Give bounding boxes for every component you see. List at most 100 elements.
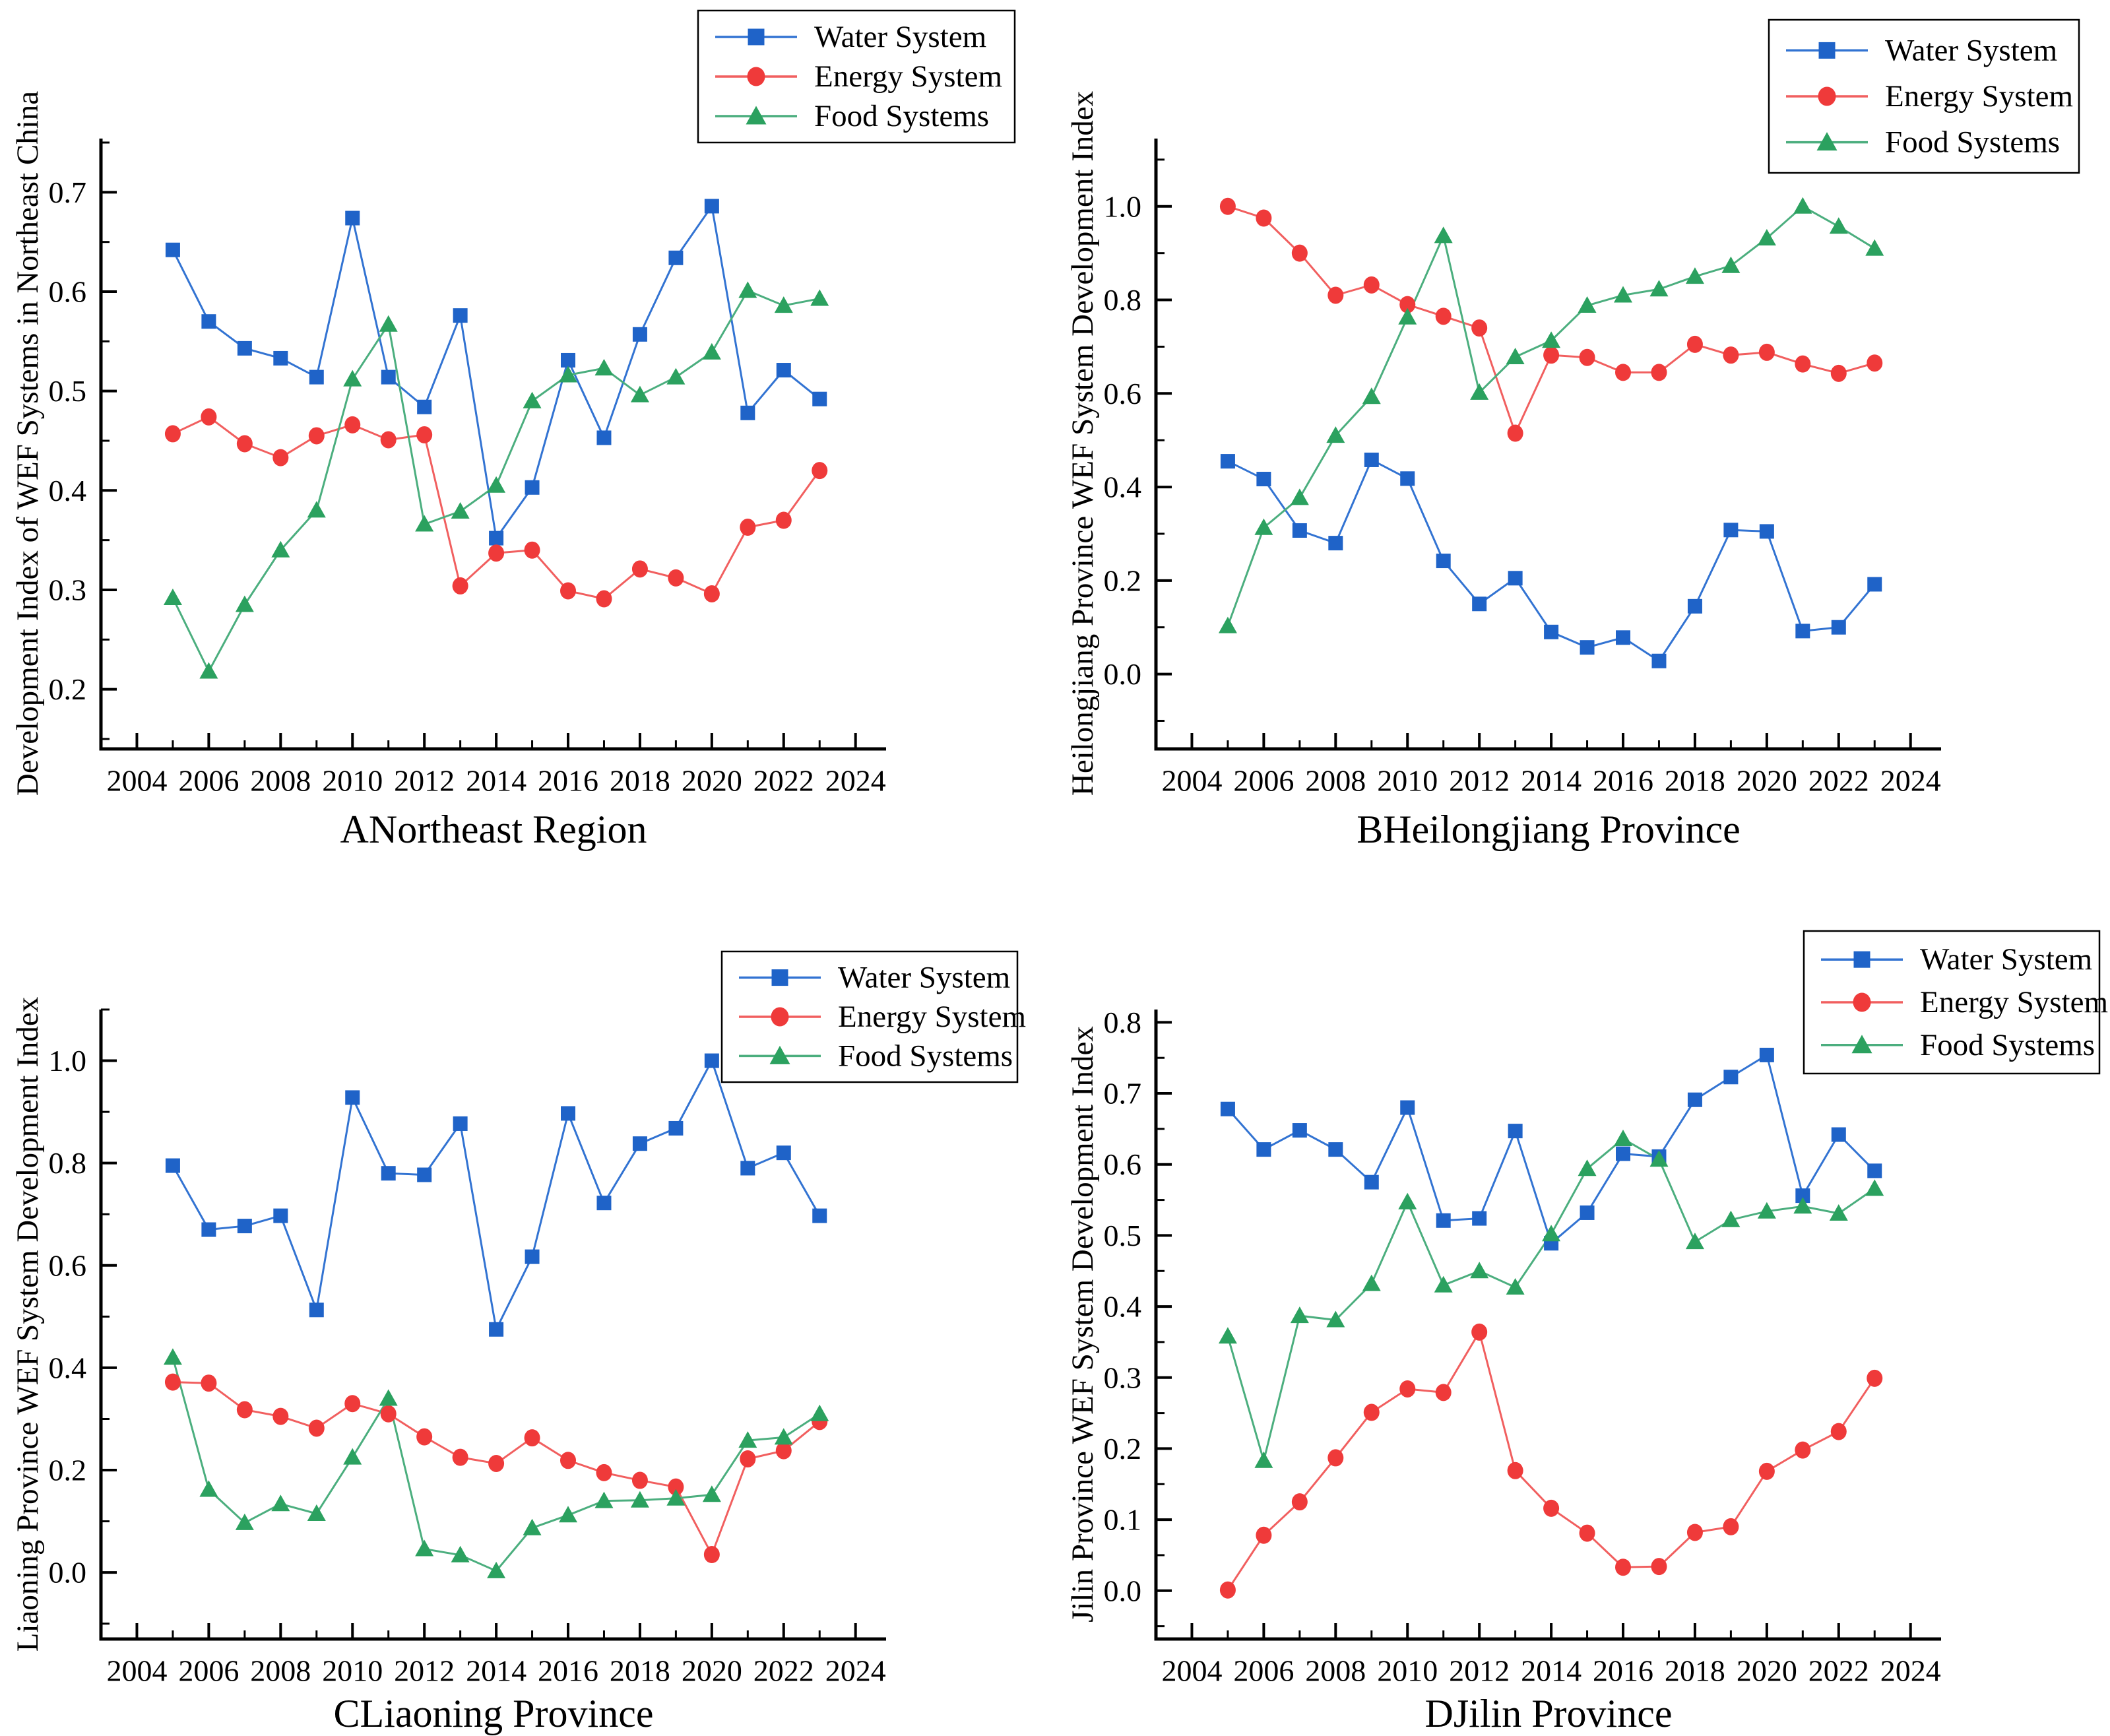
subplot-b-caption: BHeilongjiang Province bbox=[1357, 808, 1741, 851]
energy-marker bbox=[596, 1463, 612, 1481]
subplot-b-y-axis-title: Heilongjiang Province WEF System Develop… bbox=[1066, 90, 1100, 796]
x-axis-tick-label: 2014 bbox=[466, 1654, 527, 1688]
y-axis-tick-label: 0.5 bbox=[49, 374, 87, 408]
water-marker bbox=[1508, 571, 1523, 586]
y-axis-tick-label: 0.1 bbox=[1104, 1503, 1142, 1537]
x-axis-tick-label: 2010 bbox=[322, 764, 383, 798]
food-marker bbox=[307, 1504, 326, 1521]
energy-marker bbox=[1853, 992, 1871, 1012]
energy-marker bbox=[631, 1471, 648, 1489]
x-axis-tick-label: 2012 bbox=[1449, 764, 1510, 798]
energy-marker bbox=[1758, 343, 1775, 361]
water-marker bbox=[489, 1322, 504, 1337]
water-marker bbox=[345, 210, 360, 226]
energy-marker bbox=[164, 1373, 181, 1391]
y-axis-tick-label: 0.8 bbox=[1104, 283, 1142, 317]
x-axis-tick-label: 2018 bbox=[610, 1654, 670, 1688]
series-energy-markers bbox=[1219, 197, 1883, 442]
water-marker bbox=[740, 405, 755, 420]
x-axis-tick-label: 2012 bbox=[1449, 1654, 1510, 1688]
food-marker bbox=[738, 1431, 757, 1448]
energy-marker bbox=[631, 560, 648, 578]
x-axis-tick-label: 2014 bbox=[1521, 764, 1582, 798]
water-marker bbox=[453, 308, 468, 323]
y-axis-tick-label: 0.7 bbox=[49, 176, 87, 209]
water-marker bbox=[1723, 1070, 1739, 1085]
food-marker bbox=[163, 1348, 182, 1365]
energy-marker bbox=[1795, 355, 1811, 373]
series-food-markers bbox=[163, 281, 829, 679]
y-axis-tick-label: 0.4 bbox=[49, 474, 87, 507]
legend: Water System Energy System Food Systems bbox=[1803, 930, 2108, 1075]
water-marker bbox=[632, 327, 647, 342]
food-marker bbox=[702, 342, 721, 360]
energy-marker bbox=[1651, 1558, 1667, 1576]
water-marker bbox=[309, 370, 324, 385]
water-marker bbox=[1616, 1146, 1631, 1161]
food-marker bbox=[199, 662, 218, 679]
food-marker bbox=[1685, 267, 1704, 284]
water-marker bbox=[1436, 1213, 1451, 1228]
subplot-c-y-axis-title: Liaoning Province WEF System Development… bbox=[11, 996, 45, 1652]
food-marker bbox=[1793, 1197, 1812, 1214]
energy-marker bbox=[1543, 1499, 1560, 1517]
x-axis-tick-label: 2020 bbox=[682, 1654, 742, 1688]
legend-water-label: Water System bbox=[1885, 33, 2057, 67]
x-axis-tick-label: 2016 bbox=[1593, 1654, 1653, 1688]
energy-marker bbox=[308, 1419, 325, 1437]
x-axis-tick-label: 2006 bbox=[1233, 1654, 1294, 1688]
energy-marker bbox=[1830, 364, 1847, 382]
water-marker bbox=[1723, 523, 1739, 538]
series-food-markers bbox=[1218, 197, 1884, 633]
series-water-markers bbox=[1220, 1047, 1882, 1251]
food-marker bbox=[1865, 239, 1884, 256]
water-marker bbox=[1400, 1100, 1415, 1115]
energy-marker bbox=[812, 462, 828, 480]
food-marker bbox=[1721, 1210, 1741, 1227]
energy-marker bbox=[1399, 296, 1416, 313]
energy-marker bbox=[272, 1407, 289, 1425]
energy-marker bbox=[747, 67, 765, 86]
water-marker bbox=[561, 352, 576, 368]
x-axis-tick-label: 2008 bbox=[250, 1654, 311, 1688]
water-marker bbox=[201, 1222, 216, 1237]
energy-marker bbox=[1723, 346, 1739, 364]
food-marker bbox=[1326, 426, 1345, 443]
subplot-d-chart: 2004 2006 2008 2010 2012 2014 2016 2018 2020 2022… bbox=[1104, 930, 2108, 1688]
series-water-markers bbox=[165, 1053, 827, 1337]
energy-marker bbox=[703, 585, 720, 602]
energy-marker bbox=[560, 582, 577, 600]
energy-marker bbox=[1435, 307, 1452, 325]
energy-marker bbox=[1291, 1493, 1308, 1511]
subplot-a-caption: ANortheast Region bbox=[340, 808, 647, 851]
food-marker bbox=[559, 366, 578, 383]
energy-marker bbox=[1686, 1524, 1703, 1541]
x-axis-tick-label: 2022 bbox=[753, 1654, 814, 1688]
food-marker bbox=[1649, 280, 1669, 297]
food-marker bbox=[1614, 286, 1633, 303]
subplot-c-liaoning-province: 2004 2006 2008 2010 2012 2014 2016 2018 2020 2022… bbox=[0, 868, 1055, 1736]
legend-food-label: Food Systems bbox=[814, 99, 989, 133]
energy-marker bbox=[416, 426, 433, 443]
food-marker bbox=[769, 1045, 790, 1064]
water-marker bbox=[1831, 1127, 1846, 1142]
food-marker bbox=[1218, 1327, 1237, 1344]
y-axis-tick-label: 0.0 bbox=[1104, 657, 1142, 691]
water-marker bbox=[704, 199, 719, 214]
food-marker bbox=[199, 1480, 218, 1497]
food-marker bbox=[1614, 1129, 1633, 1146]
energy-marker bbox=[1723, 1518, 1739, 1535]
food-marker bbox=[1470, 383, 1489, 400]
legend-energy-label: Energy System bbox=[814, 59, 1002, 94]
energy-marker bbox=[1363, 276, 1380, 294]
x-axis-tick-label: 2024 bbox=[1880, 764, 1941, 798]
legend-food-label: Food Systems bbox=[1885, 125, 2060, 160]
energy-marker bbox=[775, 511, 792, 529]
food-marker bbox=[1434, 226, 1453, 243]
water-marker bbox=[489, 530, 504, 546]
water-marker bbox=[776, 363, 791, 378]
water-marker bbox=[668, 1120, 684, 1136]
energy-marker bbox=[201, 1374, 217, 1392]
y-axis-tick-label: 0.2 bbox=[1104, 563, 1142, 597]
series-water-markers bbox=[165, 199, 827, 546]
